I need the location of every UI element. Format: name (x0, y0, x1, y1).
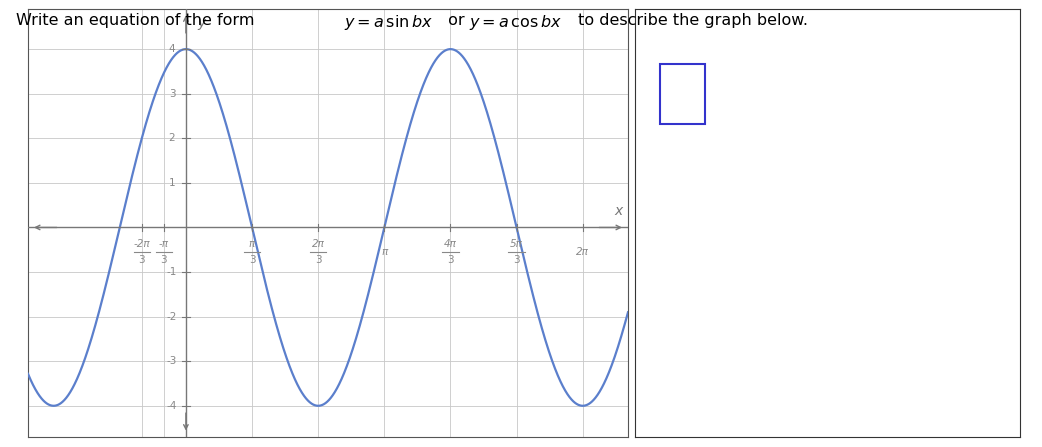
Text: -π: -π (158, 240, 169, 249)
Text: -2π: -2π (133, 240, 150, 249)
Text: -3: -3 (167, 356, 177, 366)
Text: 3: 3 (169, 89, 175, 99)
Text: Write an equation of the form: Write an equation of the form (16, 13, 265, 29)
Text: 3: 3 (447, 254, 453, 265)
Text: π: π (249, 240, 255, 249)
Text: 3: 3 (514, 254, 520, 265)
Text: 2π: 2π (312, 240, 325, 249)
Text: 3: 3 (315, 254, 322, 265)
Text: y: y (197, 16, 205, 30)
Text: 4: 4 (169, 44, 175, 54)
Text: -1: -1 (167, 267, 177, 277)
Text: to describe the graph below.: to describe the graph below. (573, 13, 809, 29)
Text: $y = a\,\sin bx$: $y = a\,\sin bx$ (344, 13, 433, 33)
Text: 5π: 5π (511, 240, 523, 249)
Text: x: x (615, 204, 623, 218)
Text: 3: 3 (160, 254, 167, 265)
Text: 1: 1 (169, 178, 175, 188)
Text: -4: -4 (167, 401, 177, 411)
Text: 3: 3 (249, 254, 255, 265)
Text: $y = a\,\cos bx$: $y = a\,\cos bx$ (469, 13, 562, 33)
Text: 3: 3 (139, 254, 145, 265)
Text: 2: 2 (169, 133, 175, 143)
Text: 4π: 4π (444, 240, 456, 249)
Text: 2π: 2π (576, 247, 589, 257)
Text: π: π (381, 247, 388, 257)
FancyBboxPatch shape (660, 64, 705, 124)
Text: or: or (443, 13, 470, 29)
Text: -2: -2 (167, 312, 177, 322)
